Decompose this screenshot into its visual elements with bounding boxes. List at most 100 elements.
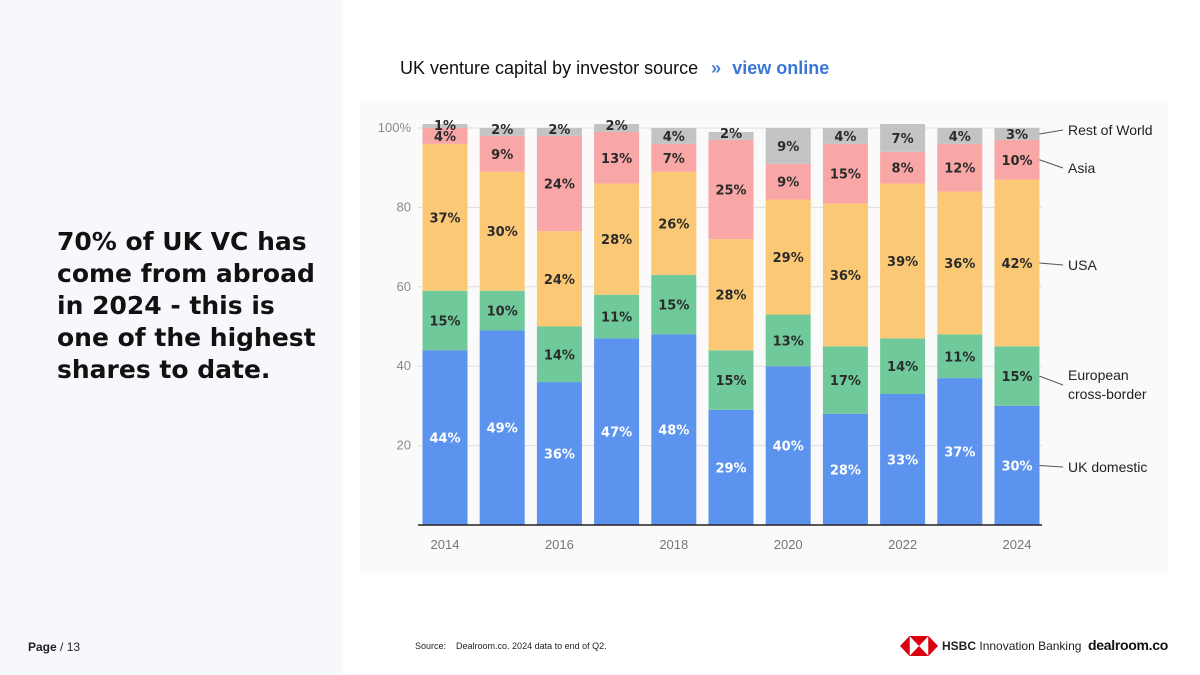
data-label: 26%: [658, 217, 689, 232]
data-label: 9%: [777, 176, 799, 191]
hsbc-sub: Innovation Banking: [979, 639, 1082, 653]
bar-usa: [994, 179, 1040, 347]
data-label: 24%: [544, 273, 575, 288]
bar-european: [880, 338, 926, 394]
source-note: Source: Dealroom.co. 2024 data to end of …: [415, 641, 607, 651]
hsbc-bold: HSBC: [942, 639, 977, 653]
view-online-link[interactable]: view online: [732, 58, 830, 78]
stacked-bar-chart: 20406080100%44%15%37%4%1%201449%10%30%9%…: [378, 119, 1153, 552]
bar-usa: [422, 143, 468, 291]
bar-rest_of_world: [994, 128, 1040, 140]
x-tick-label: 2016: [545, 537, 574, 552]
data-label: 2%: [491, 123, 513, 138]
bar-usa: [708, 239, 754, 351]
bar-asia: [422, 128, 468, 144]
hsbc-wordmark: HSBC Innovation Banking: [942, 639, 1081, 653]
data-label: 30%: [1001, 459, 1032, 474]
y-tick-label: 100%: [378, 120, 412, 135]
data-label: 25%: [715, 184, 746, 199]
bar-rest_of_world: [937, 128, 983, 144]
bar-uk_domestic: [994, 405, 1040, 525]
bar-uk_domestic: [880, 393, 926, 525]
left-panel: [0, 0, 343, 675]
bar-european: [765, 314, 811, 367]
bar-rest_of_world: [880, 124, 926, 152]
bar-uk_domestic: [536, 382, 582, 525]
bar-european: [422, 290, 468, 351]
bar-usa: [937, 191, 983, 335]
data-label: 13%: [601, 152, 632, 167]
data-label: 48%: [658, 424, 689, 439]
data-label: 2%: [720, 127, 742, 142]
bar-asia: [708, 139, 754, 240]
data-label: 3%: [1006, 128, 1028, 143]
bar-asia: [536, 135, 582, 232]
hsbc-logo: HSBC Innovation Banking: [900, 635, 1081, 657]
bar-asia: [822, 143, 868, 204]
bar-usa: [536, 231, 582, 327]
bar-uk_domestic: [937, 378, 983, 525]
data-label: 15%: [658, 299, 689, 314]
data-label: 9%: [491, 148, 513, 163]
bar-uk_domestic: [765, 366, 811, 525]
legend-label: UK domestic: [1068, 459, 1147, 475]
data-label: 15%: [715, 374, 746, 389]
data-label: 4%: [663, 130, 685, 145]
chart-title: UK venture capital by investor source » …: [400, 58, 829, 79]
data-label: 7%: [892, 132, 914, 147]
bar-asia: [880, 151, 926, 184]
bar-european: [708, 350, 754, 410]
bar-uk_domestic: [822, 413, 868, 525]
data-label: 24%: [544, 178, 575, 193]
data-label: 11%: [944, 350, 975, 365]
data-label: 13%: [773, 334, 804, 349]
data-label: 7%: [663, 152, 685, 167]
data-label: 37%: [944, 446, 975, 461]
legend-label: USA: [1068, 257, 1097, 273]
legend-connector: [1039, 375, 1064, 386]
data-label: 28%: [715, 289, 746, 304]
page-value: 13: [66, 640, 81, 654]
x-tick-label: 2020: [774, 537, 803, 552]
bar-rest_of_world: [822, 128, 868, 144]
chart-card: 20 40 60 80 100% 44% 15% 37% 4% 1% 2014 49% 10% 30% 9%…: [360, 103, 1168, 573]
data-label: 28%: [601, 233, 632, 248]
source-text: Dealroom.co. 2024 data to end of Q2.: [456, 641, 607, 651]
data-label: 17%: [830, 374, 861, 389]
data-label: 10%: [1001, 154, 1032, 169]
data-label: 36%: [544, 448, 575, 463]
data-label: 37%: [429, 211, 460, 226]
data-label: 42%: [1001, 257, 1032, 272]
page-sep: /: [56, 640, 67, 654]
data-label: 14%: [544, 348, 575, 363]
data-label: 15%: [830, 168, 861, 183]
bar-rest_of_world: [422, 124, 468, 128]
source-label: Source:: [415, 641, 447, 651]
data-label: 49%: [487, 422, 518, 437]
bar-european: [479, 290, 525, 331]
data-label: 40%: [773, 440, 804, 455]
data-label: 4%: [834, 130, 856, 145]
bar-usa: [594, 183, 640, 295]
data-label: 10%: [487, 305, 518, 320]
bar-rest_of_world: [479, 128, 525, 136]
bar-european: [822, 346, 868, 414]
bar-uk_domestic: [422, 350, 468, 525]
bar-asia: [651, 143, 697, 172]
data-label: 4%: [434, 130, 456, 145]
chart-title-text: UK venture capital by investor source: [400, 58, 699, 78]
bar-european: [594, 294, 640, 339]
x-tick-label: 2024: [1003, 537, 1032, 552]
legend-label: Rest of World: [1068, 122, 1153, 138]
y-tick-label: 20: [397, 438, 411, 453]
data-label: 15%: [429, 315, 460, 330]
data-label: 1%: [434, 119, 456, 134]
data-label: 15%: [1001, 370, 1032, 385]
legend-connector: [1039, 262, 1064, 266]
y-tick-label: 60: [397, 279, 411, 294]
page-label: Page: [28, 640, 57, 654]
data-label: 36%: [944, 257, 975, 272]
bar-uk_domestic: [708, 409, 754, 525]
page-number: Page / 13: [28, 640, 80, 654]
hsbc-hexagon-icon: [900, 636, 938, 656]
